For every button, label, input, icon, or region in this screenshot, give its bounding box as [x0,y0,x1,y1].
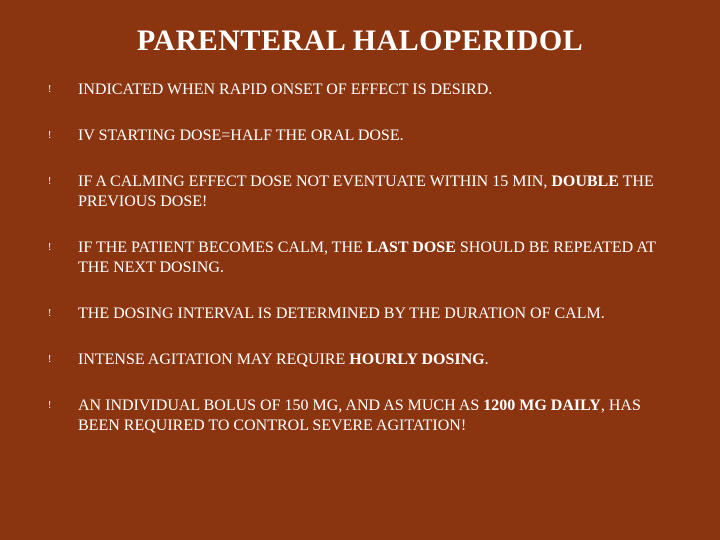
bullet-text-segment: AN INDIVIDUAL BOLUS OF 150 MG, AND AS MU… [78,397,483,414]
bullet-item: ! AN INDIVIDUAL BOLUS OF 150 MG, AND AS M… [48,396,672,436]
bullet-text: INTENSE AGITATION MAY REQUIRE HOURLY DOS… [78,350,489,370]
bullet-text: IF THE PATIENT BECOMES CALM, THE LAST DO… [78,238,672,278]
bullet-text-segment: IF A CALMING EFFECT DOSE NOT EVENTUATE W… [78,173,551,190]
bullet-text-segment: IV STARTING DOSE=HALF THE ORAL DOSE. [78,127,404,144]
bullet-marker-icon: ! [48,176,56,187]
bullet-text-segment: THE DOSING INTERVAL IS DETERMINED BY THE… [78,305,605,322]
bullet-text: AN INDIVIDUAL BOLUS OF 150 MG, AND AS MU… [78,396,672,436]
bullet-text-bold: HOURLY DOSING [349,351,484,368]
slide-container: PARENTERAL HALOPERIDOL ! INDICATED WHEN R… [0,0,720,540]
bullet-text-segment: INDICATED WHEN RAPID ONSET OF EFFECT IS … [78,81,492,98]
bullet-marker-icon: ! [48,400,56,411]
bullet-item: ! THE DOSING INTERVAL IS DETERMINED BY TH… [48,304,672,324]
bullet-text: THE DOSING INTERVAL IS DETERMINED BY THE… [78,304,605,324]
bullet-item: ! IF THE PATIENT BECOMES CALM, THE LAST D… [48,238,672,278]
bullet-marker-icon: ! [48,242,56,253]
bullet-marker-icon: ! [48,84,56,95]
bullet-marker-icon: ! [48,130,56,141]
bullet-item: ! INDICATED WHEN RAPID ONSET OF EFFECT IS… [48,80,672,100]
bullet-text-bold: DOUBLE [551,173,619,190]
bullet-list: ! INDICATED WHEN RAPID ONSET OF EFFECT IS… [48,80,672,436]
bullet-marker-icon: ! [48,354,56,365]
bullet-text: IV STARTING DOSE=HALF THE ORAL DOSE. [78,126,404,146]
bullet-text-bold: 1200 MG DAILY [483,397,601,414]
bullet-text-segment: . [485,351,489,368]
bullet-text-segment: IF THE PATIENT BECOMES CALM, THE [78,239,367,256]
bullet-marker-icon: ! [48,308,56,319]
bullet-text: INDICATED WHEN RAPID ONSET OF EFFECT IS … [78,80,492,100]
bullet-text: IF A CALMING EFFECT DOSE NOT EVENTUATE W… [78,172,672,212]
slide-title: PARENTERAL HALOPERIDOL [48,24,672,58]
bullet-item: ! IF A CALMING EFFECT DOSE NOT EVENTUATE … [48,172,672,212]
bullet-item: ! IV STARTING DOSE=HALF THE ORAL DOSE. [48,126,672,146]
bullet-text-bold: LAST DOSE [367,239,456,256]
bullet-item: ! INTENSE AGITATION MAY REQUIRE HOURLY DO… [48,350,672,370]
bullet-text-segment: INTENSE AGITATION MAY REQUIRE [78,351,349,368]
